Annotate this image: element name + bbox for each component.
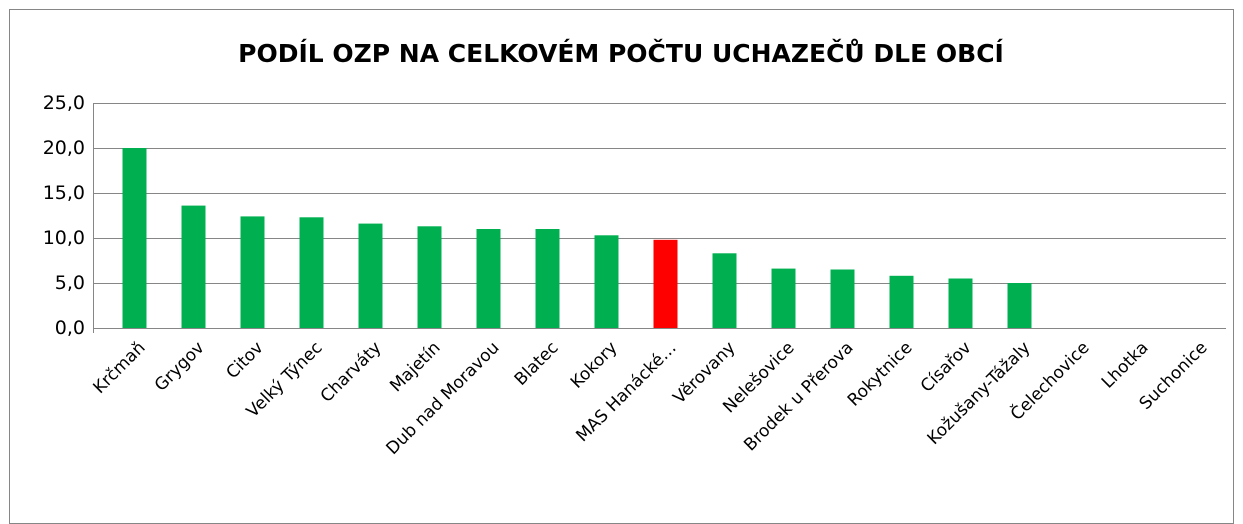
chart-title: PODÍL OZP NA CELKOVÉM POČTU UCHAZEČŮ DLE… <box>238 38 1004 68</box>
bar <box>240 216 265 328</box>
bar <box>889 275 914 328</box>
bar <box>594 235 619 328</box>
bar <box>948 278 973 328</box>
bar <box>830 269 855 328</box>
bar <box>712 253 737 328</box>
y-tick-label: 10,0 <box>43 227 85 249</box>
y-tick-label: 5,0 <box>55 272 85 294</box>
bar <box>1007 283 1032 328</box>
bar <box>771 268 796 328</box>
bar <box>358 223 383 328</box>
bar <box>653 239 678 328</box>
bar <box>417 226 442 328</box>
chart-border <box>9 9 1234 524</box>
bar <box>535 229 560 328</box>
bar <box>476 229 501 328</box>
y-tick-label: 25,0 <box>43 92 85 114</box>
y-tick-label: 20,0 <box>43 137 85 159</box>
bar <box>122 148 147 328</box>
bar <box>299 217 324 328</box>
y-tick-label: 0,0 <box>55 317 85 339</box>
bar <box>181 205 206 328</box>
y-tick-label: 15,0 <box>43 182 85 204</box>
